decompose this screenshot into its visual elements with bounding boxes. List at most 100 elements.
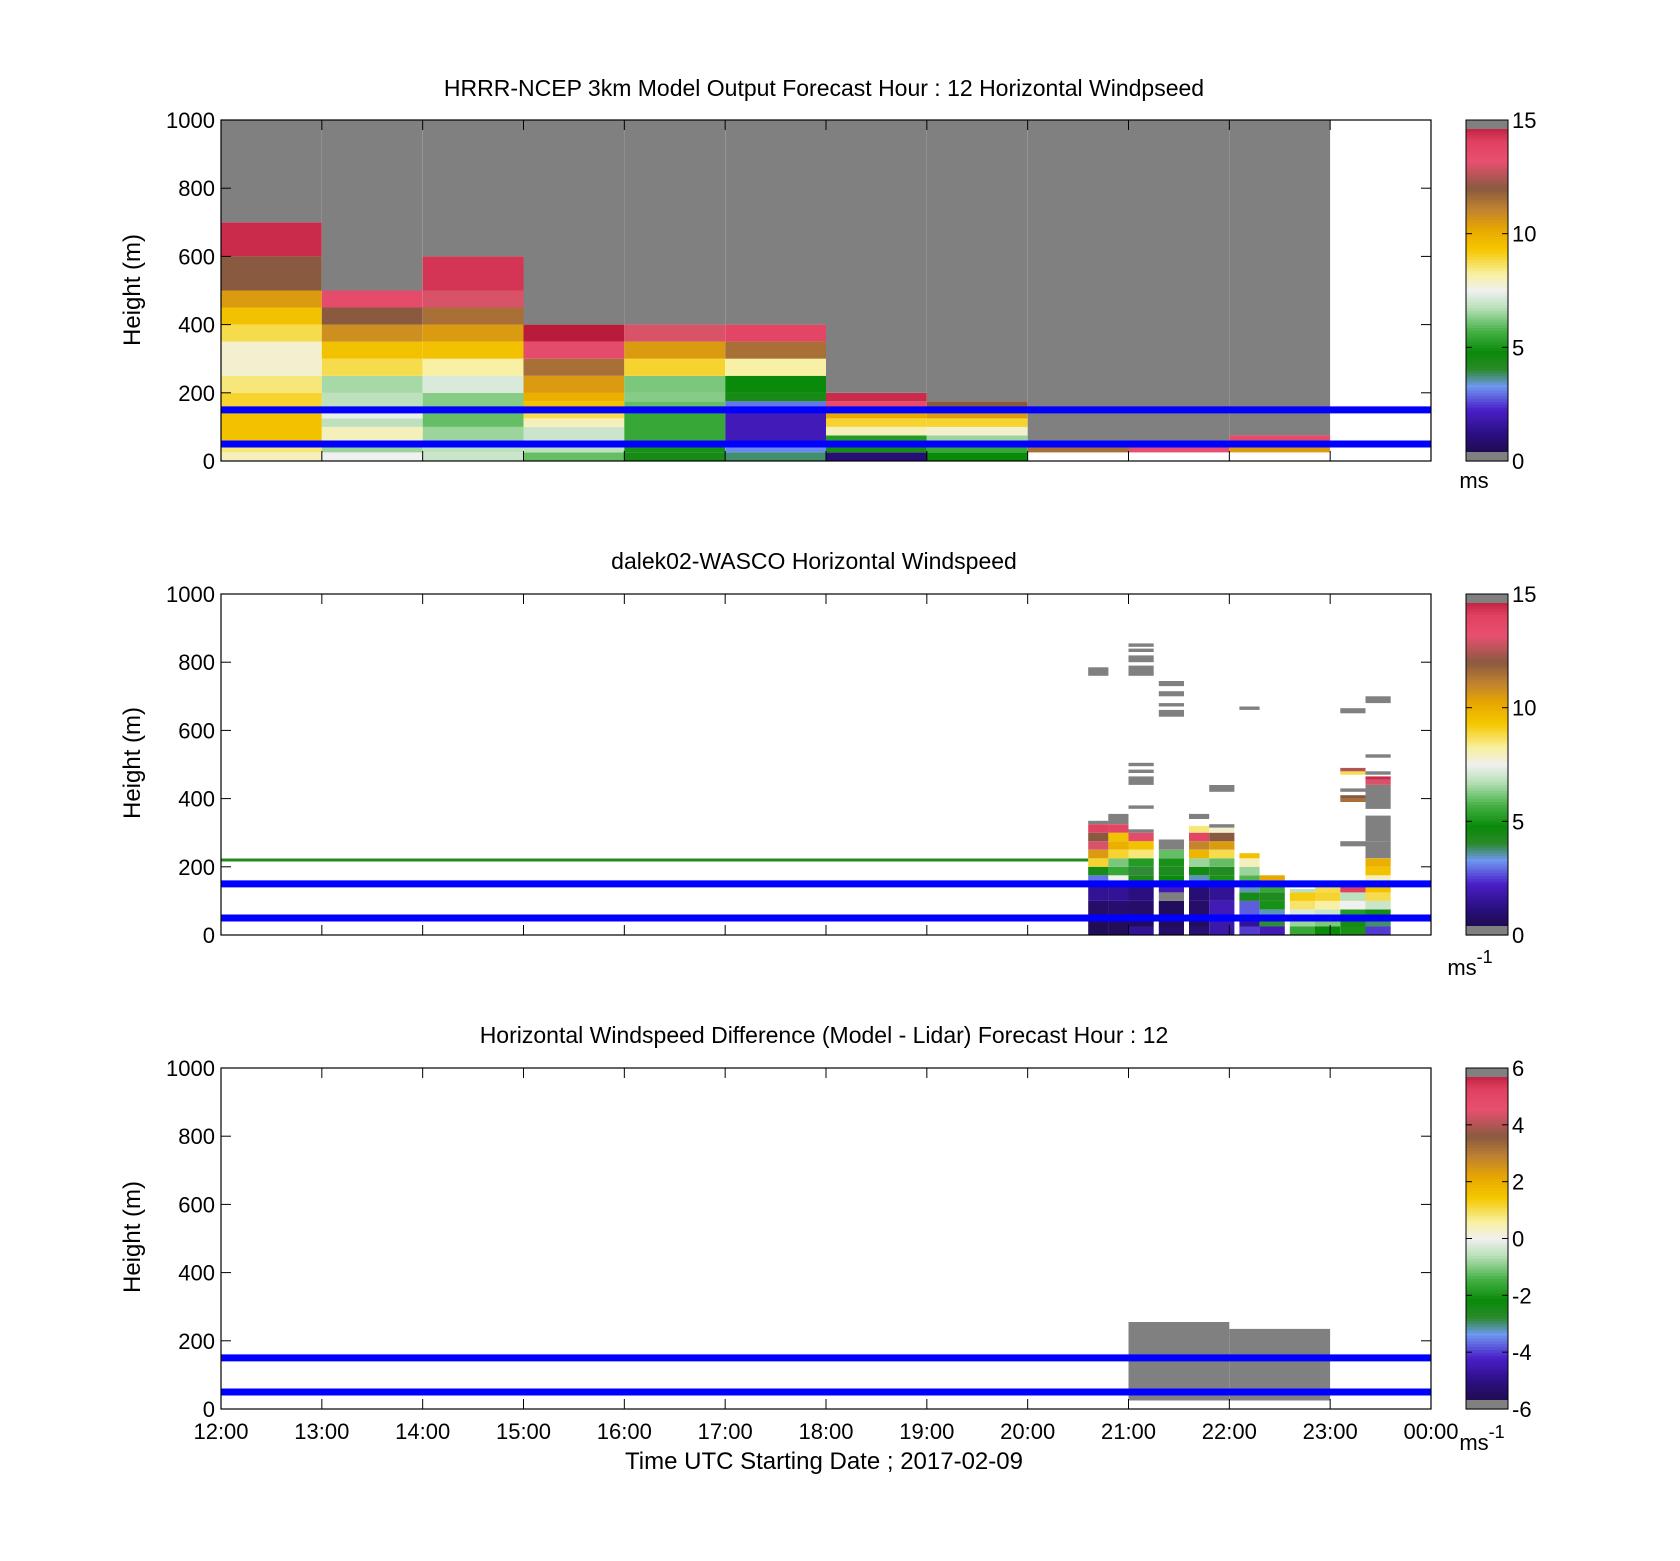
panel-model-ylabel: Height (m) [119,234,146,346]
colorbar-segment [1466,1272,1508,1277]
heatmap-cell [1158,858,1184,867]
colorbar-segment [1466,446,1508,451]
heatmap-cell [1365,754,1391,758]
colorbar-segment [1466,179,1508,184]
panel-difference-title: Horizontal Windspeed Difference (Model -… [480,1022,1169,1048]
colorbar-segment [1466,142,1508,147]
colorbar-segment [1466,1335,1508,1339]
heatmap-cell [1259,892,1285,901]
heatmap-cell [1189,849,1210,859]
x-tick-label: 19:00 [899,1419,954,1444]
heatmap-cell [1289,918,1315,927]
heatmap-cell [1315,892,1341,901]
colorbar-segment [1466,656,1508,660]
colorbar-segment [1466,1283,1508,1288]
colorbar-tick-label: 10 [1512,696,1536,721]
colorbar-segment [1466,852,1508,857]
colorbar-segment [1466,1110,1508,1115]
colorbar-segment [1466,1130,1508,1134]
colorbar-segment [1466,438,1508,442]
heatmap-cell [624,341,726,359]
heatmap-cell [1128,805,1154,809]
colorbar-segment [1466,790,1508,794]
colorbar-segment [1466,159,1508,164]
colorbar-segment [1466,719,1508,723]
colorbar-segment [1466,900,1508,905]
heatmap-cell [221,290,322,308]
heatmap-cell [1108,883,1129,901]
heatmap-cell [1189,875,1210,884]
colorbar-segment [1466,1158,1508,1163]
heatmap-cell [321,375,423,393]
colorbar-segment [1466,767,1508,771]
colorbar-tick-label: 0 [1512,1227,1524,1252]
colorbar-segment [1466,827,1508,831]
heatmap-cell [1088,883,1109,901]
heatmap-cell [1209,832,1235,842]
colorbar-segment [1466,1136,1508,1140]
colorbar-tick-label: 4 [1512,1113,1524,1138]
colorbar-segment [1466,1241,1508,1245]
colorbar-segment [1466,247,1508,252]
colorbar-segment [1466,1204,1508,1208]
colorbar-segment [1466,1360,1508,1365]
colorbar-segment [1466,318,1508,323]
heatmap-cell [523,358,625,376]
heatmap-cell [321,358,423,376]
heatmap-cell [1365,926,1391,935]
colorbar-tick-label: 0 [1512,449,1524,474]
colorbar-segment [1466,1258,1508,1262]
colorbar-segment [1466,389,1508,394]
heatmap-cell [221,443,322,453]
colorbar-segment [1466,1201,1508,1205]
colorbar-segment [1466,1221,1508,1225]
colorbar-segment [1466,1343,1508,1348]
colorbar-cap [1466,1400,1508,1409]
heatmap-cell [725,375,826,393]
colorbar-segment [1466,750,1508,754]
heatmap-cell [926,401,1028,410]
colorbar-segment [1466,1281,1508,1285]
heatmap-cell [1209,841,1235,850]
colorbar-segment [1466,809,1508,814]
colorbar-segment [1466,1252,1508,1257]
heatmap-cell [1239,883,1260,893]
colorbar-segment [1466,230,1508,235]
heatmap-cell [1128,866,1154,876]
colorbar-segment [1466,1215,1508,1220]
colorbar-segment [1466,1269,1508,1274]
colorbar-segment [1466,764,1508,768]
colorbar-segment [1466,761,1508,766]
heatmap-cell [1128,648,1154,652]
colorbar-segment [1466,350,1508,354]
colorbar-segment [1466,335,1508,340]
colorbar-segment [1466,353,1508,357]
heatmap-cell [1315,900,1341,910]
heatmap-cell [725,401,826,410]
heatmap-cell [1158,849,1184,859]
y-tick-label: 1000 [166,582,215,607]
colorbar-segment [1466,372,1508,377]
heatmap-cell [1128,643,1154,647]
heatmap-cell [1189,813,1210,819]
panel-model: HRRR-NCEP 3km Model Output Forecast Hour… [119,75,1536,493]
colorbar-segment [1466,1193,1508,1197]
colorbar-segment [1466,625,1508,629]
colorbar-segment [1466,449,1508,454]
colorbar-segment [1466,176,1508,181]
colorbar-tick-label: 5 [1512,809,1524,834]
y-tick-label: 0 [203,449,215,474]
x-tick-label: 13:00 [294,1419,349,1444]
colorbar-segment [1466,1303,1508,1308]
colorbar-segment [1466,287,1508,292]
colorbar-segment [1466,1261,1508,1265]
colorbar-segment [1466,1170,1508,1174]
heatmap-cell [1239,926,1260,935]
colorbar-segment [1466,324,1508,329]
colorbar-segment [1466,684,1508,689]
heatmap-cell [725,358,826,376]
heatmap-cell [1289,892,1315,901]
colorbar-segment [1466,647,1508,652]
colorbar-segment [1466,162,1508,167]
panel-difference-axes: 0 200 400 600 800 1000 12:00 13:00 14:00 15:00 16:… [166,1056,1458,1444]
